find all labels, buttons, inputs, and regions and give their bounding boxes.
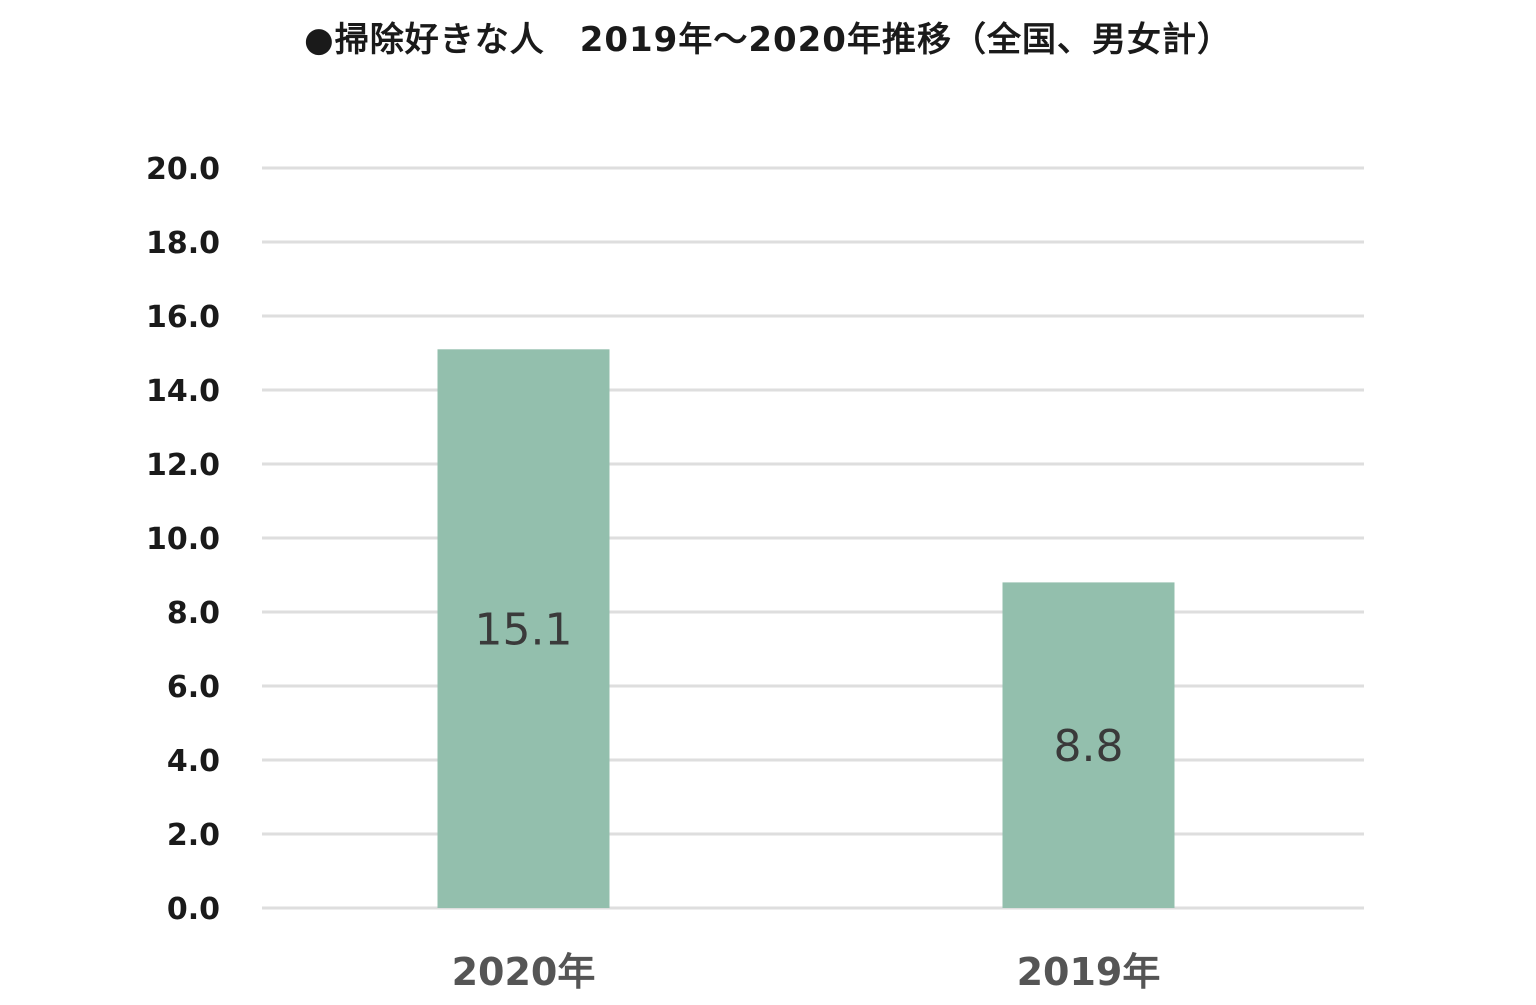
gridlines: [262, 166, 1364, 910]
x-category-label: 2019年: [1017, 950, 1161, 994]
bar: [1002, 582, 1175, 908]
y-tick-label: 10.0: [146, 522, 220, 557]
y-axis-tick-labels: 0.0 2.0 4.0 6.0 8.0 10.0 12.0 14.0 16.0 18.0 20.0: [146, 152, 220, 927]
y-tick-label: 0.0: [167, 892, 220, 927]
y-tick-label: 14.0: [146, 374, 220, 409]
y-tick-label: 20.0: [146, 152, 220, 187]
bar-data-label: 15.1: [475, 605, 573, 656]
y-tick-label: 12.0: [146, 448, 220, 483]
x-axis-category-labels: 2020年 2019年: [452, 950, 1161, 994]
data-labels: 15.1 8.8: [475, 605, 1124, 773]
y-tick-label: 16.0: [146, 300, 220, 335]
bars: [437, 349, 1175, 908]
bar-data-label: 8.8: [1054, 721, 1124, 772]
bar: [437, 349, 610, 908]
y-tick-label: 8.0: [167, 596, 220, 631]
y-tick-label: 18.0: [146, 226, 220, 261]
x-category-label: 2020年: [452, 950, 596, 994]
y-tick-label: 6.0: [167, 670, 220, 705]
y-tick-label: 4.0: [167, 744, 220, 779]
chart-title: ●掃除好きな人 2019年～2020年推移（全国、男女計）: [304, 20, 1232, 60]
y-tick-label: 2.0: [167, 818, 220, 853]
